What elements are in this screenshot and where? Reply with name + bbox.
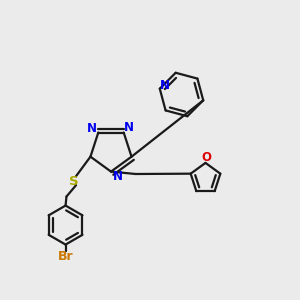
Text: N: N: [160, 79, 170, 92]
Text: N: N: [87, 122, 97, 135]
Text: O: O: [201, 151, 212, 164]
Text: N: N: [112, 170, 123, 184]
Text: N: N: [124, 121, 134, 134]
Text: Br: Br: [58, 250, 74, 263]
Text: S: S: [69, 175, 79, 188]
